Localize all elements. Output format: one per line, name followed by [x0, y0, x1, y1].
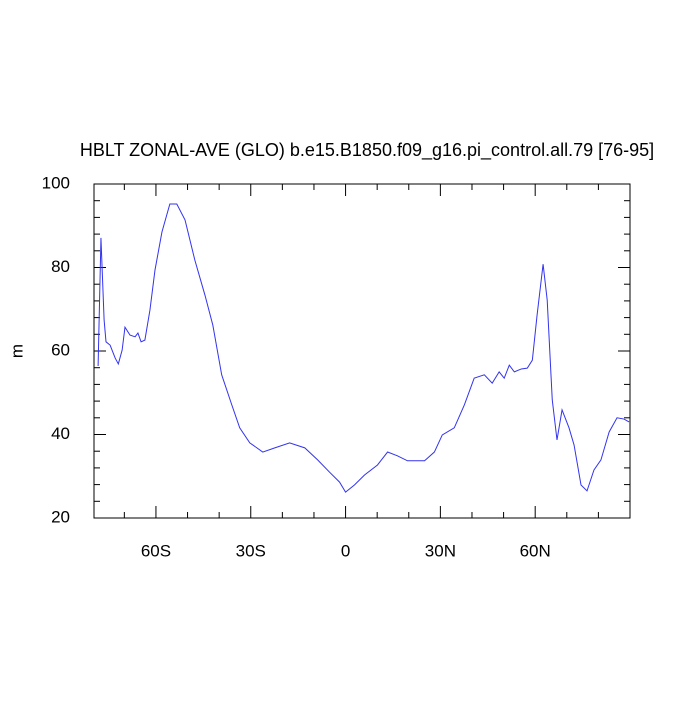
x-tick-label: 60N: [520, 541, 551, 560]
y-tick-label: 40: [51, 424, 70, 443]
y-axis-label: m: [7, 344, 26, 358]
y-tick-label: 100: [42, 173, 70, 192]
y-tick-label: 60: [51, 340, 70, 359]
y-tick-label: 80: [51, 257, 70, 276]
x-tick-label: 30S: [236, 541, 266, 560]
x-tick-label: 60S: [141, 541, 171, 560]
x-tick-label: 0: [341, 541, 350, 560]
chart-title: HBLT ZONAL-AVE (GLO) b.e15.B1850.f09_g16…: [80, 140, 654, 161]
x-tick-label: 30N: [425, 541, 456, 560]
y-tick-label: 20: [51, 507, 70, 526]
line: [97, 203, 630, 493]
